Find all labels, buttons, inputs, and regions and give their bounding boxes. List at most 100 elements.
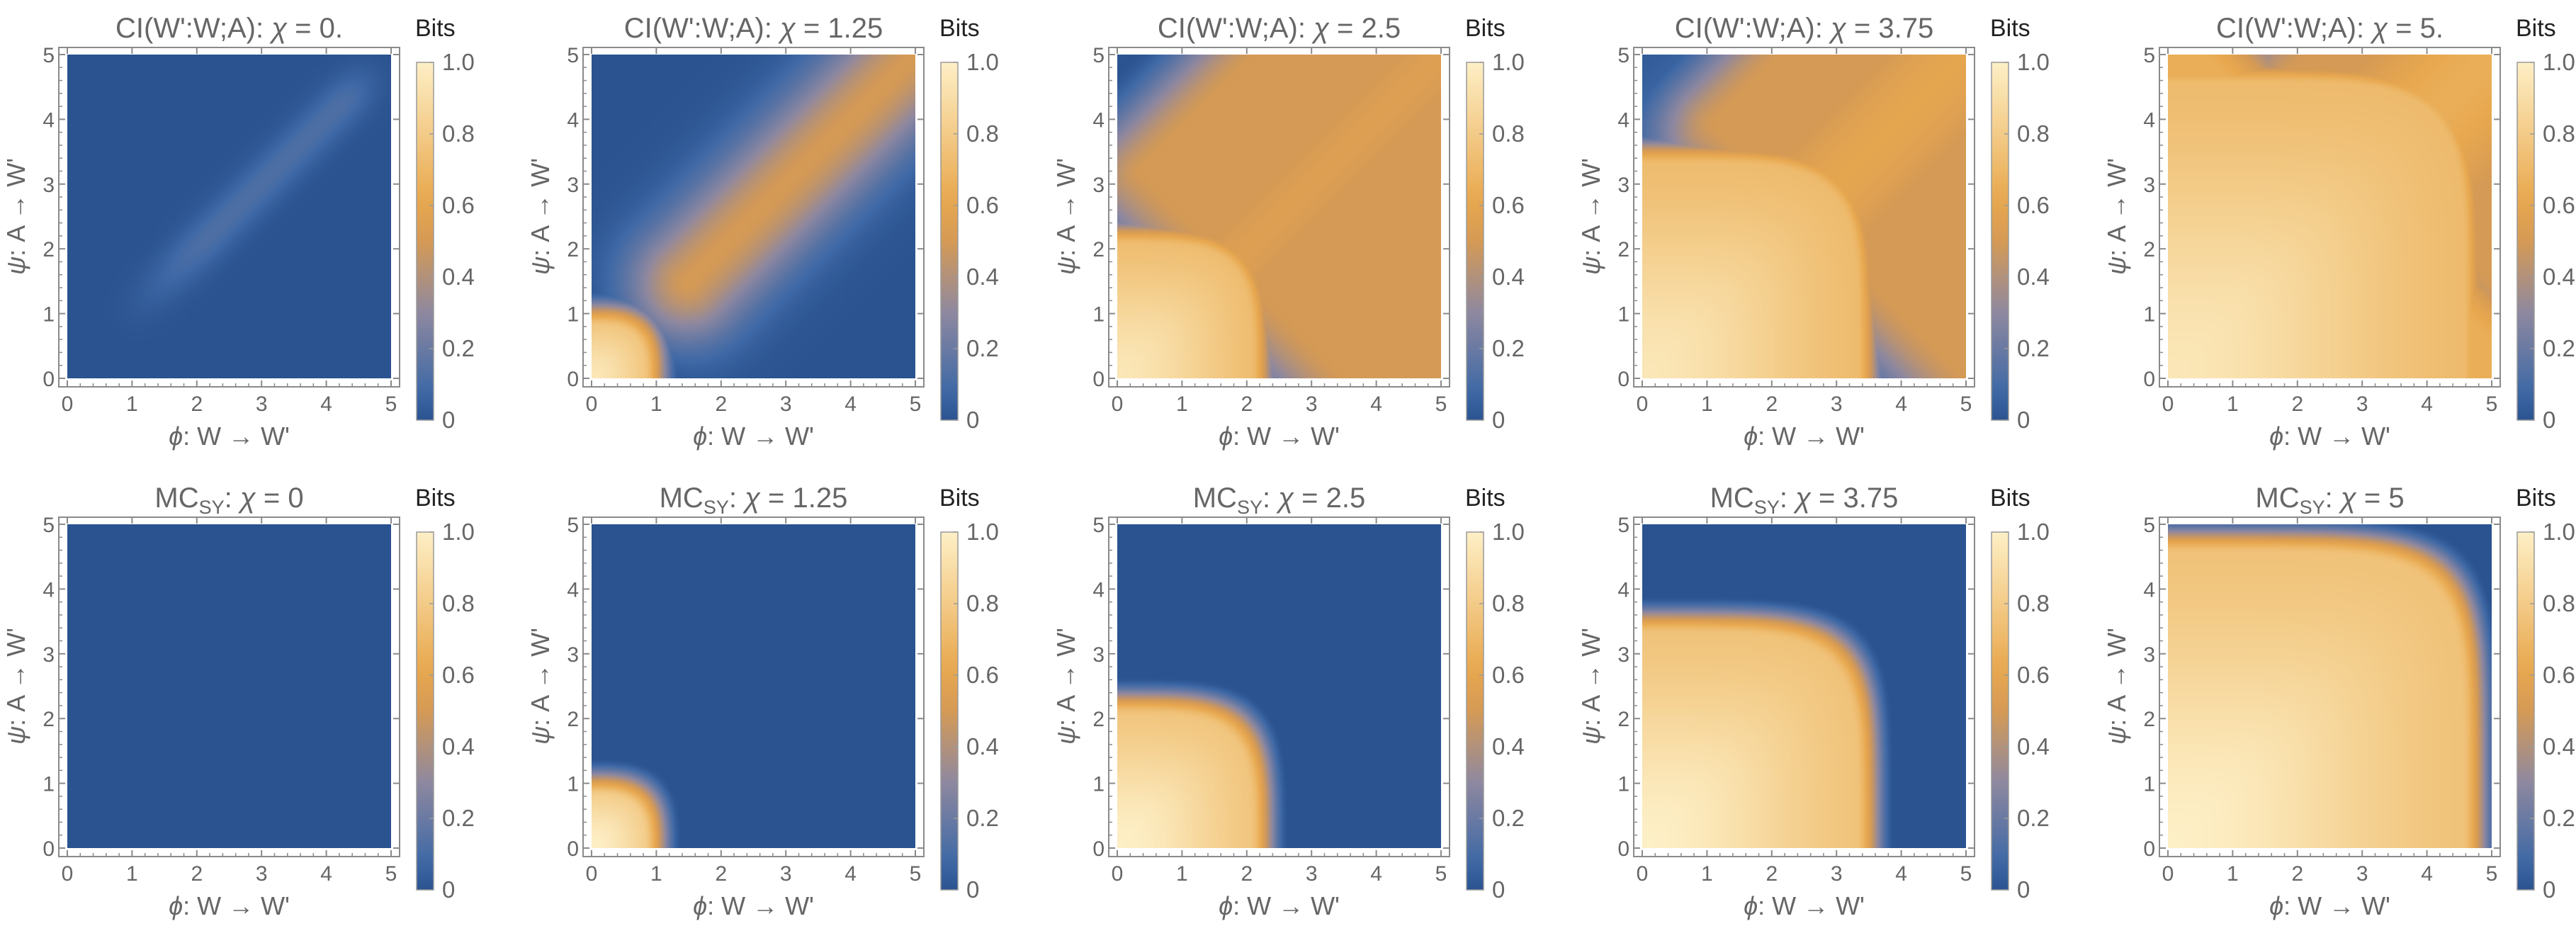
plot-frame — [582, 516, 925, 857]
density-plot — [1117, 55, 1441, 378]
colorbar: Bits 0 0.2 0.4 0.6 0.8 1.0 — [1465, 15, 1525, 433]
y-tick-label: 3 — [2143, 174, 2155, 197]
x-axis-label: ϕ: W → W' — [2269, 891, 2390, 920]
density-plot — [1642, 55, 1966, 378]
panel-title: MCSY: χ = 3.75 — [1710, 482, 1899, 518]
panel-title: CI(W':W;A): χ = 1.25 — [624, 13, 883, 44]
y-tick-label: 1 — [567, 303, 579, 327]
plot-frame — [1108, 516, 1450, 857]
y-axis-label: ψ: A → W' — [1, 628, 30, 745]
x-tick-label: 2 — [191, 393, 203, 416]
y-tick-label: 0 — [2143, 368, 2155, 391]
density-plot — [67, 524, 391, 848]
colorbar-tick-label: 0.2 — [2543, 805, 2575, 831]
x-tick-label: 2 — [715, 862, 727, 886]
colorbar-tick-label: 0 — [2543, 876, 2555, 903]
y-tick-label: 3 — [1617, 643, 1629, 667]
colorbar-tick-label: 0 — [966, 407, 979, 433]
y-tick-label: 5 — [43, 514, 55, 537]
y-tick-label: 4 — [1617, 578, 1629, 602]
y-tick-label: 3 — [1617, 174, 1629, 197]
colorbar-title: Bits — [939, 485, 980, 512]
colorbar-tick-label: 0.4 — [442, 733, 475, 760]
y-axis-label: ψ: A → W' — [2102, 628, 2131, 745]
x-axis-label: ϕ: W → W' — [2269, 422, 2390, 451]
colorbar-tick-label: 0.2 — [1492, 805, 1525, 831]
plot-frame — [2159, 516, 2501, 857]
x-tick-label: 4 — [844, 862, 857, 886]
colorbar-tick-label: 1.0 — [1492, 49, 1525, 75]
y-tick-label: 5 — [1617, 44, 1629, 67]
y-tick-label: 2 — [43, 708, 55, 731]
panel-title: CI(W':W;A): χ = 5. — [2216, 13, 2444, 44]
y-tick-label: 2 — [43, 238, 55, 261]
colorbar-tick-label: 0.6 — [966, 662, 999, 688]
y-tick-label: 4 — [43, 578, 55, 602]
colorbar-tick-label: 0 — [442, 407, 455, 433]
y-tick-label: 1 — [1092, 303, 1105, 327]
colorbar-tick-label: 0.6 — [2017, 662, 2050, 688]
colorbar-tick-label: 0.2 — [2017, 335, 2050, 361]
x-tick-label: 4 — [2421, 862, 2433, 886]
panel-ci-2: CI(W':W;A): χ = 2.5 0 1 2 3 4 5 0 1 2 3 4 5 ϕ: W → W'… — [1051, 13, 1525, 451]
y-axis-label: ψ: A → W' — [526, 628, 555, 745]
x-tick-label: 2 — [2291, 862, 2303, 886]
x-tick-label: 5 — [2486, 862, 2498, 886]
colorbar-tick-label: 1.0 — [442, 519, 475, 545]
colorbar-tick-label: 1.0 — [966, 519, 999, 545]
y-axis-label: ψ: A → W' — [1, 158, 30, 275]
plot-frame — [58, 516, 400, 857]
colorbar: Bits 0 0.2 0.4 0.6 0.8 1.0 — [2516, 15, 2575, 433]
colorbar-title: Bits — [1465, 485, 1506, 512]
panel-mc-0: MCSY: χ = 0 0 1 2 3 4 5 0 1 2 3 4 5 ϕ: W → W' ψ: A → W… — [1, 482, 475, 920]
colorbar-tick-label: 0.2 — [442, 805, 475, 831]
y-tick-label: 3 — [1092, 643, 1105, 667]
y-tick-label: 1 — [1617, 773, 1629, 796]
colorbar-tick-label: 0.2 — [966, 335, 999, 361]
y-tick-label: 1 — [2143, 303, 2155, 327]
y-tick-label: 0 — [567, 368, 579, 391]
x-tick-label: 1 — [650, 862, 662, 886]
colorbar-tick-label: 0 — [966, 876, 979, 903]
y-tick-label: 2 — [1092, 708, 1105, 731]
y-tick-label: 0 — [43, 837, 55, 861]
y-tick-label: 4 — [2143, 578, 2155, 602]
y-tick-label: 1 — [43, 303, 55, 327]
y-tick-label: 4 — [1092, 108, 1105, 132]
plot-frame — [1633, 47, 1975, 388]
x-tick-label: 5 — [2486, 393, 2498, 416]
colorbar-tick-label: 0.4 — [2543, 264, 2575, 290]
panel-title: MCSY: χ = 5 — [2255, 482, 2404, 518]
x-tick-label: 1 — [126, 393, 138, 416]
y-tick-label: 5 — [1092, 44, 1105, 67]
colorbar-tick-label: 0.8 — [2017, 590, 2050, 616]
x-axis-label: ϕ: W → W' — [1219, 891, 1340, 920]
panel-title: MCSY: χ = 0 — [154, 482, 303, 518]
colorbar-gradient — [1991, 531, 2009, 891]
x-tick-label: 0 — [62, 862, 74, 886]
x-tick-label: 4 — [844, 393, 857, 416]
colorbar-tick-label: 1.0 — [2543, 519, 2575, 545]
x-axis-label: ϕ: W → W' — [169, 891, 290, 920]
x-tick-label: 1 — [1176, 862, 1188, 886]
colorbar-tick-label: 0.8 — [442, 120, 475, 147]
x-tick-label: 5 — [1960, 862, 1972, 886]
x-tick-label: 2 — [715, 393, 727, 416]
colorbar-title: Bits — [415, 15, 456, 42]
y-tick-label: 3 — [567, 174, 579, 197]
colorbar-tick-label: 0.2 — [2017, 805, 2050, 831]
panel-title: MCSY: χ = 2.5 — [1193, 482, 1366, 518]
y-tick-label: 4 — [1617, 108, 1629, 132]
colorbar-tick-label: 0.4 — [966, 733, 999, 760]
x-tick-label: 3 — [2356, 393, 2368, 416]
colorbar-tick-label: 0.6 — [2543, 192, 2575, 218]
y-tick-label: 3 — [567, 643, 579, 667]
y-tick-label: 3 — [43, 643, 55, 667]
x-tick-label: 0 — [1637, 862, 1649, 886]
x-tick-label: 2 — [191, 862, 203, 886]
x-tick-label: 5 — [1435, 393, 1447, 416]
colorbar-tick-label: 0.4 — [966, 264, 999, 290]
colorbar-tick-label: 1.0 — [442, 49, 475, 75]
colorbar-tick-label: 0.2 — [442, 335, 475, 361]
